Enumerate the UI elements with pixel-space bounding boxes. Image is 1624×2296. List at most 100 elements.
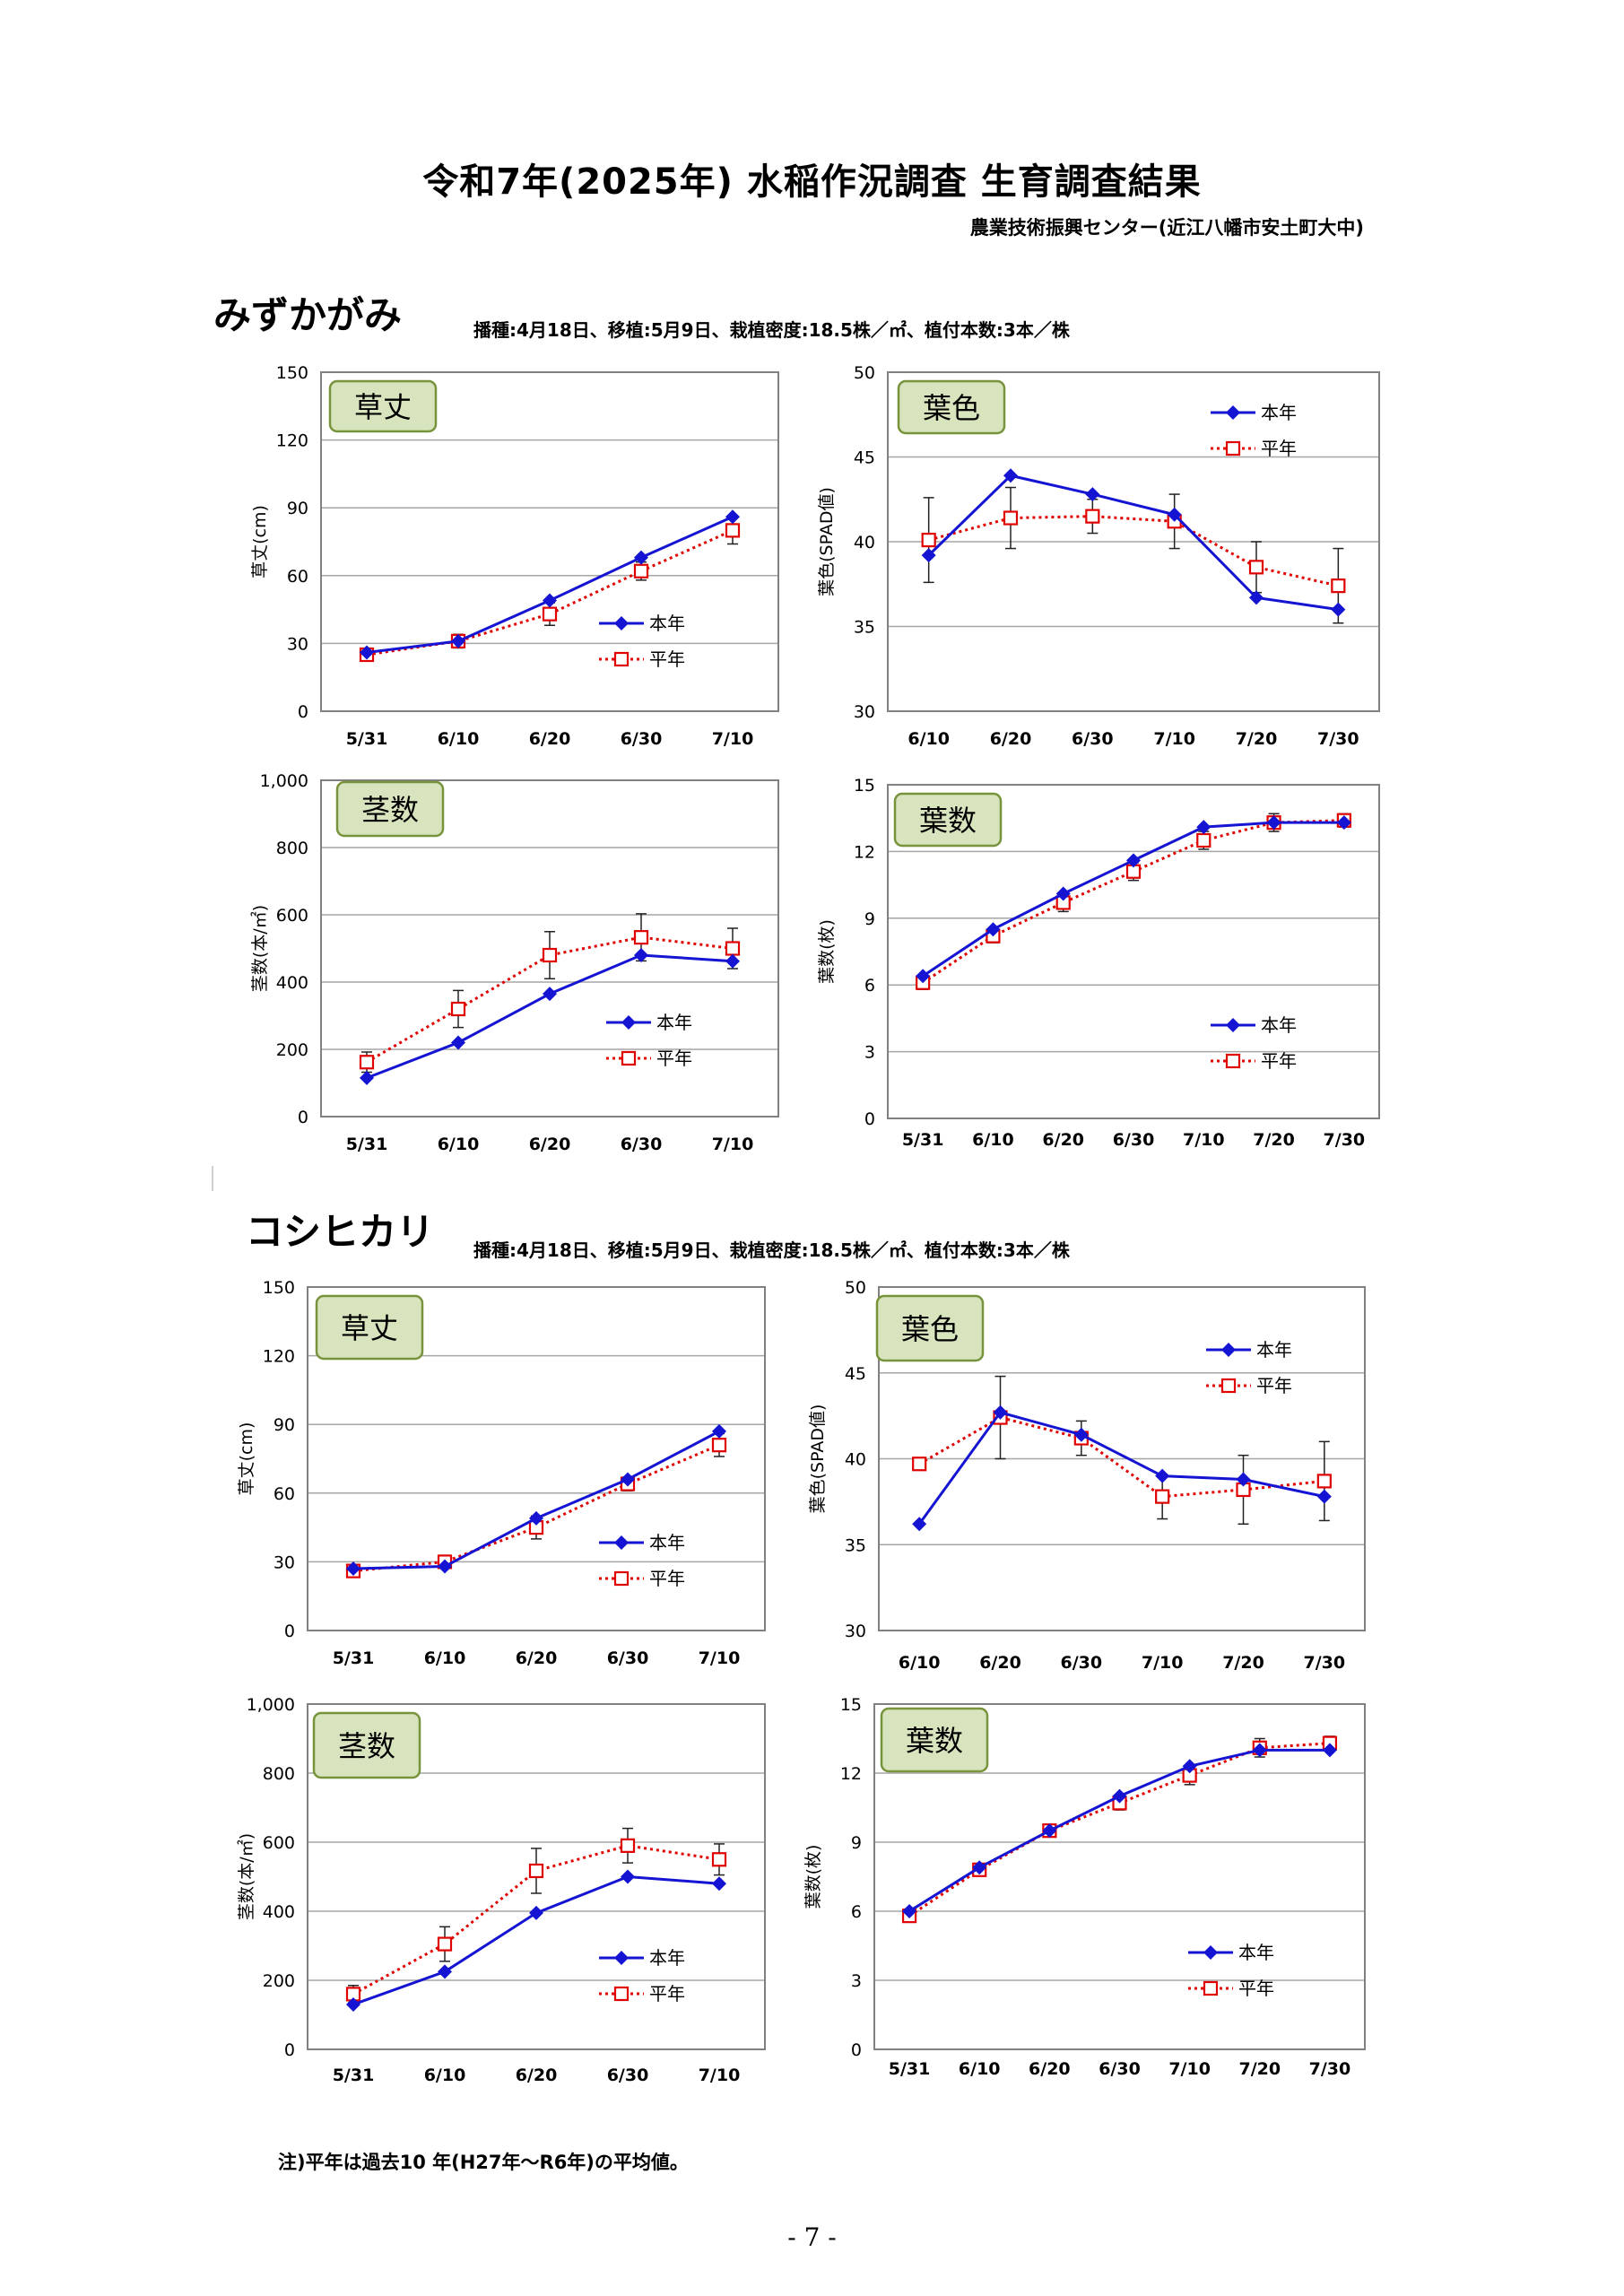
variety-title-mizukagami: みずかがみ bbox=[213, 293, 403, 337]
x-tick-label: 6/30 bbox=[621, 729, 663, 749]
y-tick-label: 90 bbox=[287, 499, 308, 518]
x-tick-label: 7/10 bbox=[1153, 729, 1195, 749]
data-point-current bbox=[1182, 1759, 1197, 1774]
x-tick-label: 5/31 bbox=[333, 1648, 375, 1668]
data-point-current bbox=[912, 1517, 927, 1532]
y-tick-label: 800 bbox=[276, 839, 308, 858]
legend-marker-average bbox=[1225, 1053, 1241, 1069]
x-tick-label: 6/10 bbox=[424, 2066, 466, 2085]
data-point-average bbox=[528, 1863, 544, 1879]
y-tick-label: 600 bbox=[276, 906, 308, 926]
x-tick-label: 5/31 bbox=[346, 729, 388, 749]
y-tick-label: 0 bbox=[298, 702, 308, 722]
x-tick-label: 7/10 bbox=[712, 1135, 754, 1154]
footnote: 注)平年は過去10 年(H27年～R6年)の平均値。 bbox=[278, 2152, 689, 2173]
data-point-current bbox=[438, 1964, 452, 1979]
y-tick-label: 30 bbox=[854, 702, 875, 722]
data-point-current bbox=[543, 593, 557, 608]
legend-label-current: 本年 bbox=[1238, 1942, 1274, 1963]
data-point-current bbox=[1073, 1427, 1089, 1442]
data-point-average bbox=[1196, 832, 1211, 848]
data-point-current bbox=[1155, 1468, 1170, 1483]
data-point-average bbox=[542, 606, 558, 622]
y-axis-label: 茎数(本/㎡) bbox=[236, 1833, 256, 1920]
legend-marker-average bbox=[1220, 1378, 1237, 1394]
y-tick-label: 50 bbox=[854, 363, 875, 383]
y-tick-label: 0 bbox=[284, 1622, 295, 1641]
x-tick-label: 7/30 bbox=[1304, 1653, 1346, 1673]
divider bbox=[212, 1166, 213, 1191]
legend-label-current: 本年 bbox=[1256, 1339, 1292, 1361]
chart-mizukagami-leaf-number: 0 3 6 9 12 15 葉数(枚) 5/31 6/10 6/20 6/30 7/10 7/20 7/3… bbox=[817, 776, 1380, 1150]
y-tick-label: 30 bbox=[274, 1552, 295, 1572]
legend-marker-average bbox=[613, 1986, 630, 2002]
legend-marker-current bbox=[621, 1015, 636, 1030]
y-tick-label: 40 bbox=[854, 533, 875, 552]
chart-title: 草丈 bbox=[341, 1311, 398, 1345]
legend-marker-current bbox=[1226, 405, 1240, 420]
legend-marker-average bbox=[1203, 1980, 1219, 1996]
x-tick-label: 7/20 bbox=[1222, 1653, 1264, 1673]
y-tick-label: 400 bbox=[276, 973, 308, 993]
chart-title: 葉色 bbox=[901, 1312, 959, 1346]
data-point-average bbox=[633, 930, 649, 945]
data-point-current bbox=[1322, 1743, 1337, 1758]
data-point-average bbox=[359, 1055, 375, 1070]
y-axis-label: 葉数(枚) bbox=[817, 919, 837, 984]
x-tick-label: 7/10 bbox=[699, 2066, 741, 2085]
chart-title-badge bbox=[328, 379, 438, 433]
y-tick-label: 120 bbox=[276, 431, 308, 451]
data-point-current bbox=[543, 987, 557, 1002]
x-tick-label: 6/30 bbox=[1099, 2059, 1141, 2079]
y-tick-label: 12 bbox=[854, 842, 875, 862]
x-tick-label: 7/30 bbox=[1317, 729, 1359, 749]
data-point-current bbox=[972, 1860, 987, 1875]
y-tick-label: 60 bbox=[274, 1484, 295, 1504]
legend-label-current: 本年 bbox=[649, 1947, 685, 1969]
y-tick-label: 0 bbox=[864, 1109, 875, 1129]
y-tick-label: 150 bbox=[276, 363, 308, 383]
data-point-current bbox=[1266, 815, 1281, 831]
data-point-current bbox=[529, 1510, 543, 1526]
y-axis-label: 茎数(本/㎡) bbox=[249, 905, 270, 992]
data-point-current bbox=[529, 1905, 543, 1920]
y-axis-label: 草丈(cm) bbox=[250, 505, 270, 578]
planting-conditions-koshihikari: 播種:4月18日、移植:5月9日、栽植密度:18.5株／㎡、植付本数:3本／株 bbox=[473, 1239, 1070, 1261]
data-point-average bbox=[1248, 560, 1264, 575]
y-tick-label: 3 bbox=[864, 1043, 875, 1063]
data-point-current bbox=[1112, 1788, 1127, 1804]
y-tick-label: 9 bbox=[864, 909, 875, 929]
data-point-current bbox=[621, 1472, 635, 1487]
x-tick-label: 6/20 bbox=[516, 2066, 558, 2085]
chart-title: 草丈 bbox=[354, 390, 412, 424]
plot-area bbox=[307, 1286, 766, 1631]
y-tick-label: 200 bbox=[276, 1040, 308, 1060]
x-tick-label: 5/31 bbox=[902, 1130, 944, 1150]
x-tick-label: 6/30 bbox=[1113, 1130, 1155, 1150]
y-tick-label: 200 bbox=[263, 1971, 295, 1991]
y-tick-label: 40 bbox=[845, 1450, 866, 1470]
x-tick-label: 6/20 bbox=[979, 1653, 1021, 1673]
legend-marker-current bbox=[1226, 1018, 1240, 1032]
chart-title: 茎数 bbox=[361, 793, 419, 827]
y-tick-label: 45 bbox=[845, 1364, 866, 1384]
data-point-average bbox=[542, 947, 558, 963]
legend-label-current: 本年 bbox=[656, 1012, 692, 1033]
legend-label-average: 平年 bbox=[649, 1983, 685, 2005]
x-tick-label: 5/31 bbox=[333, 2066, 375, 2085]
data-point-current bbox=[438, 1559, 452, 1574]
y-tick-label: 35 bbox=[845, 1535, 866, 1555]
data-point-current bbox=[902, 1904, 917, 1918]
y-tick-label: 45 bbox=[854, 448, 875, 468]
legend-label-average: 平年 bbox=[656, 1048, 692, 1069]
chart-title-badge bbox=[315, 1294, 424, 1361]
data-point-average bbox=[711, 1852, 727, 1867]
series-line-average bbox=[366, 529, 734, 657]
y-tick-label: 0 bbox=[851, 2040, 862, 2060]
legend-label-average: 平年 bbox=[1261, 1050, 1297, 1072]
legend-label-current: 本年 bbox=[1261, 402, 1297, 423]
series-line-current bbox=[927, 474, 1339, 612]
data-point-average bbox=[921, 533, 936, 548]
data-point-average bbox=[1316, 1474, 1332, 1489]
data-point-current bbox=[634, 948, 648, 962]
